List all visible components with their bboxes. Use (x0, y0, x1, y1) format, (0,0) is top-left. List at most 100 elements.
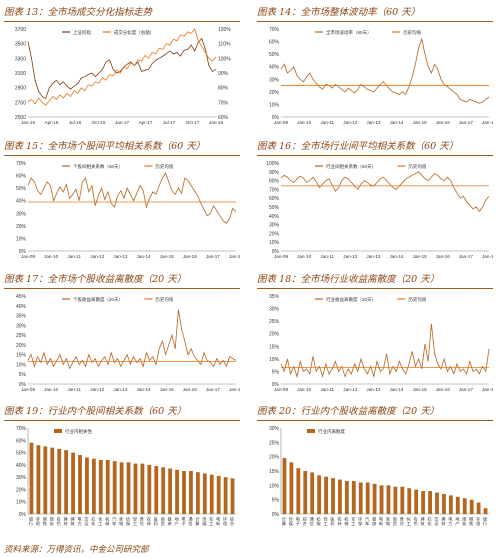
legend-label: 行业内相关性 (65, 428, 92, 435)
y-tick-label: 60% (269, 196, 280, 202)
bar (202, 473, 207, 514)
legend-label: 行业间相关系数（60天） (326, 163, 376, 170)
y-tick-label: 60% (269, 40, 280, 46)
y-tick-label: 30% (16, 323, 27, 329)
series-line (27, 37, 217, 100)
bar (71, 452, 75, 514)
y-tick-label: 35% (269, 294, 280, 300)
y-tick-label: 20% (269, 332, 280, 338)
x-tick-label: Jan-10 (297, 120, 311, 125)
y-right-tick-label: 70% (218, 100, 229, 106)
x-tick-label: 非银 (475, 516, 481, 527)
x-tick-label: Jan-18 (229, 387, 240, 392)
x-tick-label: Jan-17 (459, 254, 473, 259)
x-tick-label: Jan-12 (90, 254, 104, 259)
x-tick-label: 环保 (357, 517, 363, 527)
x-tick-label: Jan-14 (137, 254, 151, 259)
series-line (27, 172, 237, 224)
bar (310, 472, 315, 514)
bar (338, 479, 342, 514)
bar (483, 508, 488, 514)
chart-svg: 上证综指 成交分化度（右轴） 2500 2700 2900 3100 3300 3500 370… (15, 27, 231, 125)
x-tick-label: Jan-18 (209, 120, 223, 125)
x-tick-label: 军工 (209, 517, 214, 526)
y-tick-label: 3700 (15, 27, 26, 33)
y-tick-label: 5% (19, 372, 27, 378)
y-right-tick-label: 120% (218, 27, 231, 33)
chart-panel-19: 图表 19：行业内个股间相关系数（60 天） 行业内相关性 0% 10% 20% 30%… (4, 405, 240, 540)
x-tick-label: 家电 (385, 516, 391, 526)
chart-panel-16: 图表 16：全市场行业间平均相关系数（60 天） 行业间相关系数（60天） 历史均… (257, 140, 493, 263)
x-tick-label: 餐旅 (167, 516, 173, 527)
chart-svg: 行业间相关系数（60天） 历史均值 0% 10% 20% 30% 40% 50% 60% 70% 8… (266, 161, 493, 259)
y-tick-label: 20% (16, 224, 27, 230)
y-tick-label: 15% (269, 344, 280, 350)
chart-svg: 行业内离散度 0% 5% 10% 15% 20% 25% 30% 计算 传媒 电子 综合 通信 纺服 轻工医… (269, 426, 489, 527)
bar (372, 483, 377, 514)
x-tick-label: 地产 (454, 516, 460, 527)
y-tick-label: 3100 (15, 71, 26, 77)
x-tick-label: Jan-16 (183, 254, 197, 259)
bar (421, 491, 426, 514)
bar (393, 486, 398, 514)
x-tick-label: Jan-09 (274, 254, 288, 259)
x-tick-label: Jan-15 (413, 387, 427, 392)
bar (147, 464, 152, 514)
y-tick-label: 40% (16, 463, 27, 469)
x-tick-label: 轻工 (133, 516, 138, 526)
bar (469, 499, 474, 514)
x-tick-label: 化工 (406, 516, 412, 526)
x-tick-label: 电力 (77, 516, 83, 527)
y-tick-label: 10% (16, 236, 27, 242)
x-tick-label: Jan-12 (90, 387, 104, 392)
x-tick-label: Jan-15 (413, 254, 427, 259)
x-tick-label: Jan-13 (113, 387, 127, 392)
chart-title: 图表 14：全市场整体波动率（60 天） (257, 6, 493, 22)
x-tick-label: Jan-12 (343, 387, 357, 392)
bar (324, 476, 328, 514)
x-tick-label: Jan-18 (482, 254, 493, 259)
x-tick-label: Jan-09 (274, 387, 288, 392)
x-tick-label: Jan-10 (44, 254, 58, 259)
bar (358, 482, 363, 514)
chart-title: 图表 16：全市场行业间平均相关系数（60 天） (257, 140, 493, 156)
x-tick-label: 化工 (97, 516, 103, 526)
x-tick-label: 交运 (434, 516, 440, 527)
x-tick-label: 医药 (154, 517, 159, 527)
x-tick-label: Jan-12 (343, 254, 357, 259)
x-tick-label: 银行 (28, 516, 34, 527)
legend-label: 成交分化度（右轴） (114, 29, 155, 36)
x-tick-label: Jan-09 (274, 120, 288, 125)
y-tick-label: 20% (269, 455, 280, 461)
x-tick-label: Jan-18 (482, 120, 493, 125)
y-tick-label: 15% (16, 353, 27, 359)
bar (435, 492, 439, 514)
x-tick-label: 建材 (63, 516, 69, 526)
legend-label: 个股间相关系数（60天） (73, 163, 123, 170)
chart-panel-15: 图表 15：全市场个股间平均相关系数（60 天） 个股间相关系数（60天） 历史均… (4, 140, 240, 263)
x-tick-label: 纺服 (125, 516, 131, 527)
y-tick-label: 30% (16, 475, 27, 481)
x-tick-label: 医药 (331, 517, 336, 527)
x-tick-label: Jan-11 (67, 254, 81, 259)
x-tick-label: Jan-09 (21, 387, 35, 392)
y-tick-label: 80% (269, 179, 280, 185)
series-line (280, 171, 490, 213)
y-tick-label: 50% (269, 205, 280, 211)
x-tick-label: Jan-15 (160, 254, 174, 259)
bar (175, 469, 179, 514)
x-tick-label: 银行 (482, 516, 488, 527)
x-tick-label: Jan-17 (459, 120, 473, 125)
x-tick-label: Jan-16 (436, 120, 450, 125)
bar (365, 482, 370, 514)
x-tick-label: Jan-17 (206, 254, 220, 259)
x-tick-label: 环保 (222, 517, 228, 527)
chart-svg: 全市场波动率（60天） 历史均值 0% 10% 20% 30% 40% 50% 60% 70% Ja… (269, 27, 493, 125)
y-tick-label: 100% (266, 161, 279, 167)
chart-panel-13: 图表 13：全市场成交分化指标走势 上证综指 成交分化度（右轴） 2500 2700 2… (4, 6, 240, 129)
x-tick-label: Oct-16 (92, 120, 106, 125)
bar (78, 455, 82, 514)
x-tick-label: 农林 (146, 516, 152, 527)
y-tick-label: 25% (269, 319, 280, 325)
bar (414, 489, 419, 514)
